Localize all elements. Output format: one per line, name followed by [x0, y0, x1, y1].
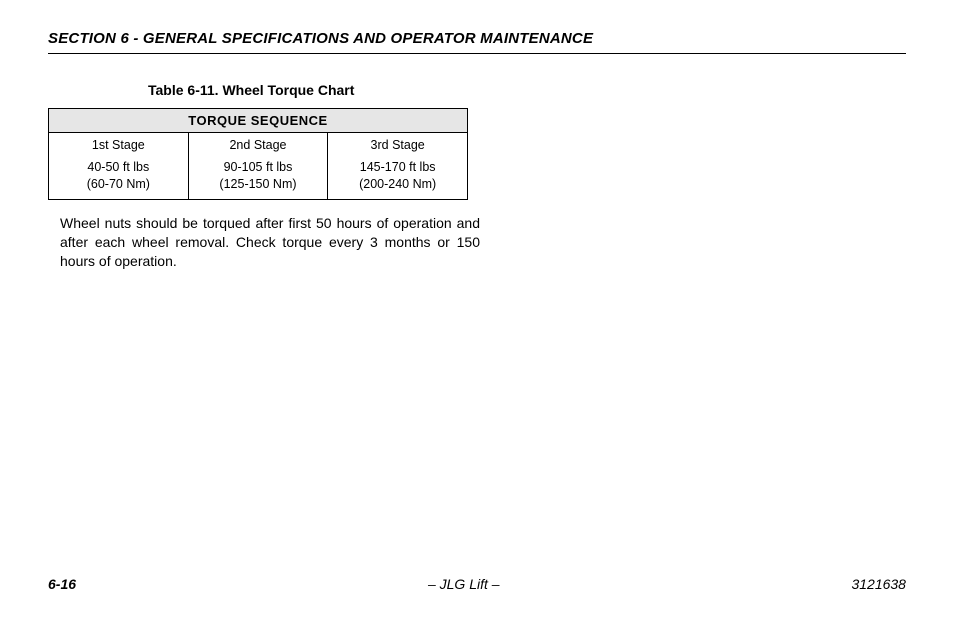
- nm: (200-240 Nm): [359, 177, 436, 191]
- value-cell: 145-170 ft lbs (200-240 Nm): [328, 155, 468, 199]
- ftlbs: 90-105 ft lbs: [224, 160, 293, 174]
- table-row: 40-50 ft lbs (60-70 Nm) 90-105 ft lbs (1…: [49, 155, 468, 199]
- value-cell: 40-50 ft lbs (60-70 Nm): [49, 155, 189, 199]
- page-footer: 6-16 – JLG Lift – 3121638: [48, 576, 906, 592]
- nm: (125-150 Nm): [219, 177, 296, 191]
- page-number: 6-16: [48, 576, 76, 592]
- ftlbs: 145-170 ft lbs: [360, 160, 436, 174]
- table-caption: Table 6-11. Wheel Torque Chart: [148, 82, 906, 98]
- stage-cell: 1st Stage: [49, 133, 189, 156]
- nm: (60-70 Nm): [87, 177, 150, 191]
- table-row: 1st Stage 2nd Stage 3rd Stage: [49, 133, 468, 156]
- torque-table: TORQUE SEQUENCE 1st Stage 2nd Stage 3rd …: [48, 108, 468, 200]
- ftlbs: 40-50 ft lbs: [87, 160, 149, 174]
- footer-center: – JLG Lift –: [428, 576, 500, 592]
- stage-cell: 2nd Stage: [188, 133, 328, 156]
- maintenance-note: Wheel nuts should be torqued after first…: [60, 214, 480, 271]
- stage-cell: 3rd Stage: [328, 133, 468, 156]
- doc-number: 3121638: [851, 576, 906, 592]
- torque-sequence-header: TORQUE SEQUENCE: [49, 109, 468, 133]
- page: SECTION 6 - GENERAL SPECIFICATIONS AND O…: [0, 0, 954, 618]
- value-cell: 90-105 ft lbs (125-150 Nm): [188, 155, 328, 199]
- section-header: SECTION 6 - GENERAL SPECIFICATIONS AND O…: [48, 30, 906, 54]
